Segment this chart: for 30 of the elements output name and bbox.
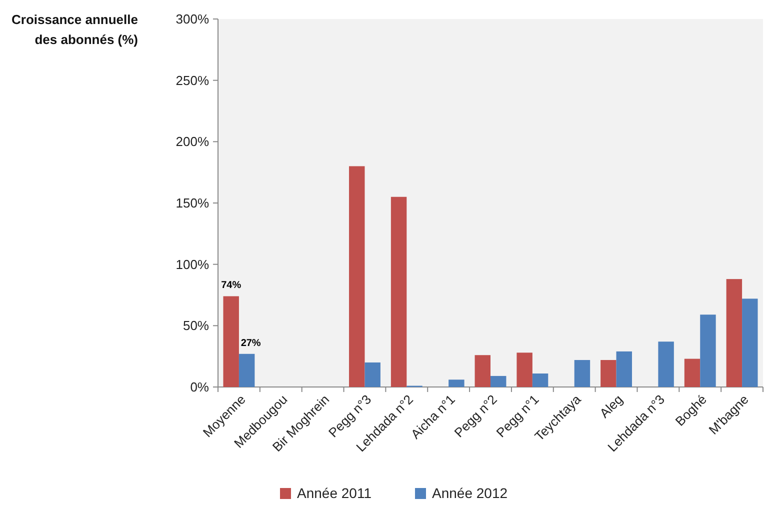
bar xyxy=(726,279,742,387)
y-tick-label: 50% xyxy=(182,318,210,334)
data-label: 74% xyxy=(221,280,242,292)
y-tick-label: 300% xyxy=(176,12,210,27)
y-tick-label: 150% xyxy=(176,196,210,211)
bar xyxy=(600,360,616,387)
bar xyxy=(490,376,506,387)
bar xyxy=(700,314,716,387)
data-label: 27% xyxy=(240,338,261,349)
y-tick-label: 0% xyxy=(190,380,210,395)
bar xyxy=(364,362,380,387)
bar xyxy=(742,298,758,387)
bar xyxy=(516,352,532,387)
bar xyxy=(616,351,632,387)
legend-label: Année 2011 xyxy=(297,485,372,501)
y-tick-label: 200% xyxy=(176,134,210,150)
bar xyxy=(448,380,464,387)
y-axis-title: Croissance annuelle des abonnés (%) xyxy=(12,12,138,47)
bar xyxy=(684,358,700,387)
y-tick-label: 250% xyxy=(176,72,210,88)
bar xyxy=(658,342,674,387)
bar xyxy=(238,354,255,387)
bar xyxy=(223,296,239,387)
bar xyxy=(349,166,365,387)
legend-label: Année 2012 xyxy=(432,485,508,501)
bar xyxy=(390,196,407,387)
bar xyxy=(532,374,548,387)
bar xyxy=(474,355,490,387)
bar xyxy=(574,360,590,387)
y-tick-label: 100% xyxy=(176,256,210,272)
